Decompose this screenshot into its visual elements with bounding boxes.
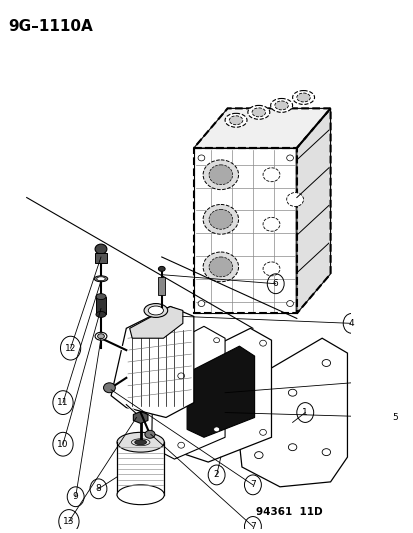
Text: 9G–1110A: 9G–1110A <box>8 19 93 34</box>
Polygon shape <box>193 108 330 148</box>
Ellipse shape <box>144 304 167 318</box>
Ellipse shape <box>209 257 232 277</box>
Ellipse shape <box>97 277 105 281</box>
Text: 7: 7 <box>249 522 255 531</box>
Ellipse shape <box>158 266 165 271</box>
Ellipse shape <box>288 444 296 451</box>
Ellipse shape <box>247 106 269 119</box>
Ellipse shape <box>156 364 162 368</box>
Text: 13: 13 <box>63 517 74 526</box>
Polygon shape <box>187 346 254 437</box>
Ellipse shape <box>177 442 184 448</box>
Ellipse shape <box>203 160 238 190</box>
Bar <box>95 253 107 263</box>
Ellipse shape <box>225 114 247 127</box>
Ellipse shape <box>321 360 330 367</box>
Bar <box>158 277 165 295</box>
Ellipse shape <box>203 252 238 282</box>
Text: 8: 8 <box>95 484 101 494</box>
Ellipse shape <box>259 340 266 346</box>
Polygon shape <box>111 306 193 417</box>
Ellipse shape <box>95 244 107 254</box>
Ellipse shape <box>274 101 288 110</box>
Polygon shape <box>151 326 225 459</box>
Ellipse shape <box>203 205 238 234</box>
Polygon shape <box>174 328 271 462</box>
Ellipse shape <box>213 427 219 432</box>
Polygon shape <box>129 306 183 338</box>
Ellipse shape <box>134 440 146 445</box>
Ellipse shape <box>229 116 242 125</box>
Ellipse shape <box>321 449 330 456</box>
Text: 1: 1 <box>301 408 307 417</box>
Ellipse shape <box>288 389 296 396</box>
Ellipse shape <box>96 294 106 300</box>
Bar <box>117 442 164 495</box>
Polygon shape <box>193 148 296 313</box>
Text: 9: 9 <box>73 492 78 501</box>
Text: 12: 12 <box>65 344 76 353</box>
Bar <box>96 296 106 314</box>
Ellipse shape <box>97 334 104 338</box>
Ellipse shape <box>262 217 279 231</box>
Ellipse shape <box>254 389 262 396</box>
Polygon shape <box>237 338 347 487</box>
Text: 2: 2 <box>213 471 219 480</box>
Ellipse shape <box>262 168 279 182</box>
Ellipse shape <box>197 155 204 161</box>
Ellipse shape <box>286 155 293 161</box>
Text: 3: 3 <box>411 373 413 382</box>
Ellipse shape <box>270 99 292 112</box>
Polygon shape <box>296 108 330 313</box>
Text: 11: 11 <box>57 398 69 407</box>
Polygon shape <box>133 411 147 423</box>
Ellipse shape <box>213 338 219 343</box>
Ellipse shape <box>96 311 106 318</box>
Text: 7: 7 <box>249 480 255 489</box>
Text: 94361  11D: 94361 11D <box>255 506 321 516</box>
Ellipse shape <box>209 165 232 184</box>
Ellipse shape <box>117 485 164 505</box>
Ellipse shape <box>177 373 184 379</box>
Text: 6: 6 <box>272 279 278 288</box>
Ellipse shape <box>103 383 115 393</box>
Ellipse shape <box>156 438 162 443</box>
Ellipse shape <box>292 91 314 104</box>
Ellipse shape <box>145 430 154 438</box>
Ellipse shape <box>94 276 107 282</box>
Ellipse shape <box>286 301 293 306</box>
Ellipse shape <box>209 209 232 229</box>
Ellipse shape <box>259 430 266 435</box>
Ellipse shape <box>117 432 164 452</box>
Text: 4: 4 <box>348 319 354 328</box>
Ellipse shape <box>252 108 265 117</box>
Ellipse shape <box>197 301 204 306</box>
Text: 10: 10 <box>57 440 69 449</box>
Ellipse shape <box>148 306 163 315</box>
Ellipse shape <box>296 93 310 102</box>
Ellipse shape <box>262 262 279 276</box>
Ellipse shape <box>254 451 262 458</box>
Ellipse shape <box>286 192 303 206</box>
Text: 5: 5 <box>392 413 397 422</box>
Ellipse shape <box>95 332 107 340</box>
